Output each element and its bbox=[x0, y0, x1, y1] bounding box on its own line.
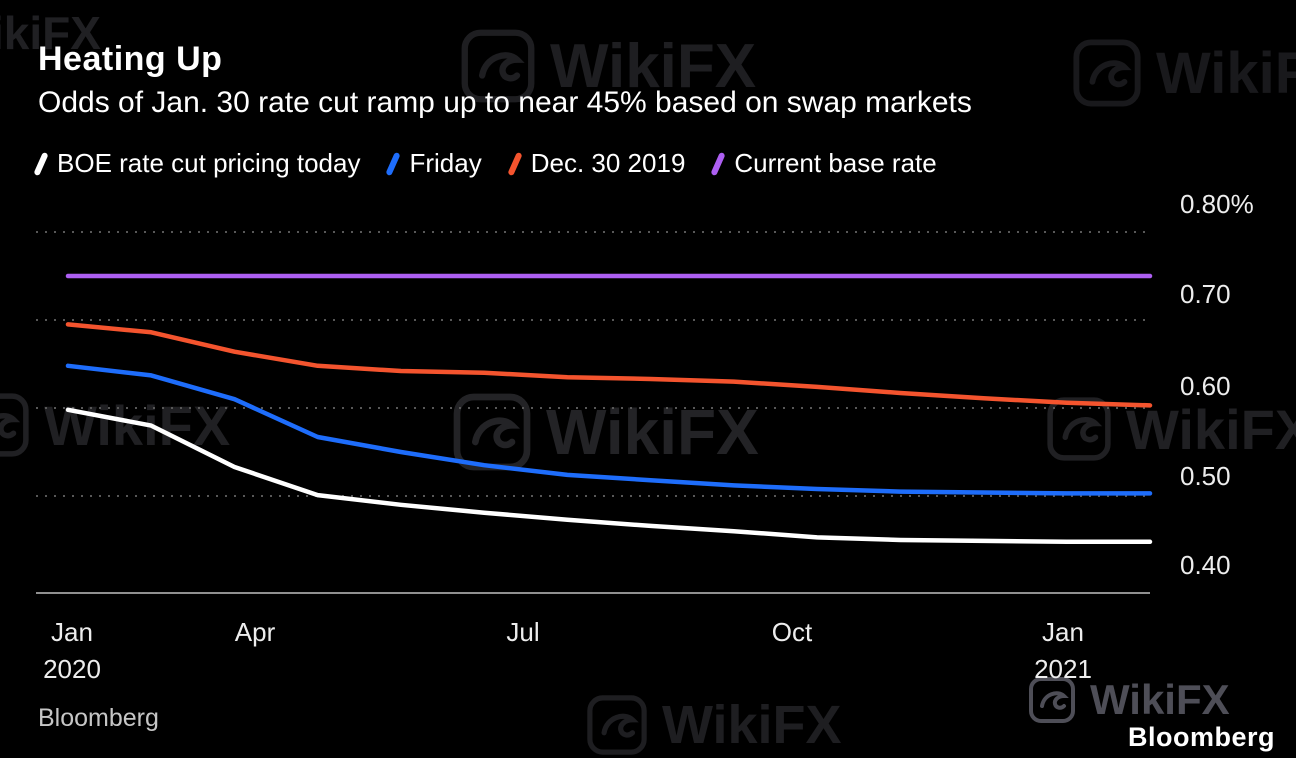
wikifx-logo-icon bbox=[453, 393, 531, 471]
legend-label: Current base rate bbox=[734, 148, 937, 178]
y-tick-label: 0.50 bbox=[1180, 461, 1231, 491]
wikifx-watermark-text: WikiFX bbox=[44, 393, 231, 457]
legend-item: Current base rate bbox=[710, 148, 937, 179]
y-tick-label: 0.40 bbox=[1180, 550, 1231, 580]
y-tick-label: 0.70 bbox=[1180, 279, 1231, 309]
x-tick-sublabel: 2021 bbox=[1034, 654, 1092, 684]
wikifx-watermark-text: WikiFX bbox=[1156, 40, 1296, 106]
y-tick-label: 0.60 bbox=[1180, 371, 1231, 401]
wikifx-watermark: WikiFX bbox=[1028, 676, 1230, 724]
wikifx-watermark: WikiFX bbox=[1072, 38, 1296, 108]
legend-label: Friday bbox=[409, 148, 482, 178]
wikifx-watermark-text: WikiFX bbox=[662, 695, 842, 755]
x-tick-sublabel bbox=[506, 651, 539, 652]
wikifx-watermark: WikiFX bbox=[460, 28, 756, 104]
wikifx-logo-icon bbox=[0, 393, 29, 457]
wikifx-watermark-text: WikiFX bbox=[1126, 397, 1296, 461]
x-tick-label: Oct bbox=[771, 617, 813, 647]
wikifx-watermark: WikiFX bbox=[0, 392, 230, 458]
x-tick-oct: Oct bbox=[772, 614, 812, 652]
legend-line-icon bbox=[507, 151, 523, 176]
x-tick-jan-2020: Jan 2020 bbox=[43, 614, 101, 688]
wikifx-watermark-text: WikiFX bbox=[546, 396, 759, 468]
wikifx-watermark-text: WikiFX bbox=[0, 7, 101, 59]
wikifx-watermark-text: WikiFX bbox=[1090, 676, 1230, 723]
wikifx-watermark: WikiFX bbox=[1046, 396, 1296, 462]
legend-line-icon bbox=[385, 151, 402, 176]
bloomberg-logo: Bloomberg bbox=[1128, 722, 1276, 752]
x-tick-sublabel: 2020 bbox=[43, 654, 101, 684]
legend: BOE rate cut pricing today Friday Dec. 3… bbox=[33, 148, 937, 179]
x-tick-label: Jul bbox=[506, 617, 540, 647]
chart-subtitle: Odds of Jan. 30 rate cut ramp up to near… bbox=[38, 86, 972, 119]
source-label: Bloomberg bbox=[38, 704, 159, 732]
legend-line-icon bbox=[33, 151, 49, 176]
wikifx-watermark: WikiFX bbox=[0, 6, 101, 60]
x-tick-jul: Jul bbox=[506, 614, 539, 652]
wikifx-logo-icon bbox=[1073, 39, 1141, 107]
x-tick-jan-2021: Jan 2021 bbox=[1034, 614, 1092, 688]
legend-item: Friday bbox=[385, 148, 482, 179]
wikifx-logo-icon bbox=[461, 29, 535, 103]
x-tick-sublabel bbox=[772, 651, 812, 652]
legend-item: Dec. 30 2019 bbox=[507, 148, 686, 179]
wikifx-logo-icon bbox=[1029, 677, 1075, 723]
x-tick-apr: Apr bbox=[235, 614, 275, 652]
x-tick-label: Jan bbox=[51, 617, 93, 647]
x-tick-sublabel bbox=[235, 651, 275, 652]
chart-title: Heating Up bbox=[38, 40, 223, 78]
legend-label: Dec. 30 2019 bbox=[530, 148, 686, 178]
legend-item: BOE rate cut pricing today bbox=[33, 148, 361, 179]
legend-label: BOE rate cut pricing today bbox=[57, 148, 361, 178]
wikifx-watermark: WikiFX bbox=[452, 392, 759, 472]
x-tick-label: Apr bbox=[234, 617, 276, 647]
wikifx-watermark-text: WikiFX bbox=[550, 31, 757, 101]
x-tick-label: Jan bbox=[1042, 617, 1084, 647]
legend-line-icon bbox=[710, 151, 727, 176]
wikifx-watermark: WikiFX bbox=[586, 694, 842, 756]
wikifx-logo-icon bbox=[587, 695, 647, 755]
wikifx-logo-icon bbox=[1047, 397, 1111, 461]
y-tick-label: 0.80% bbox=[1180, 189, 1254, 219]
